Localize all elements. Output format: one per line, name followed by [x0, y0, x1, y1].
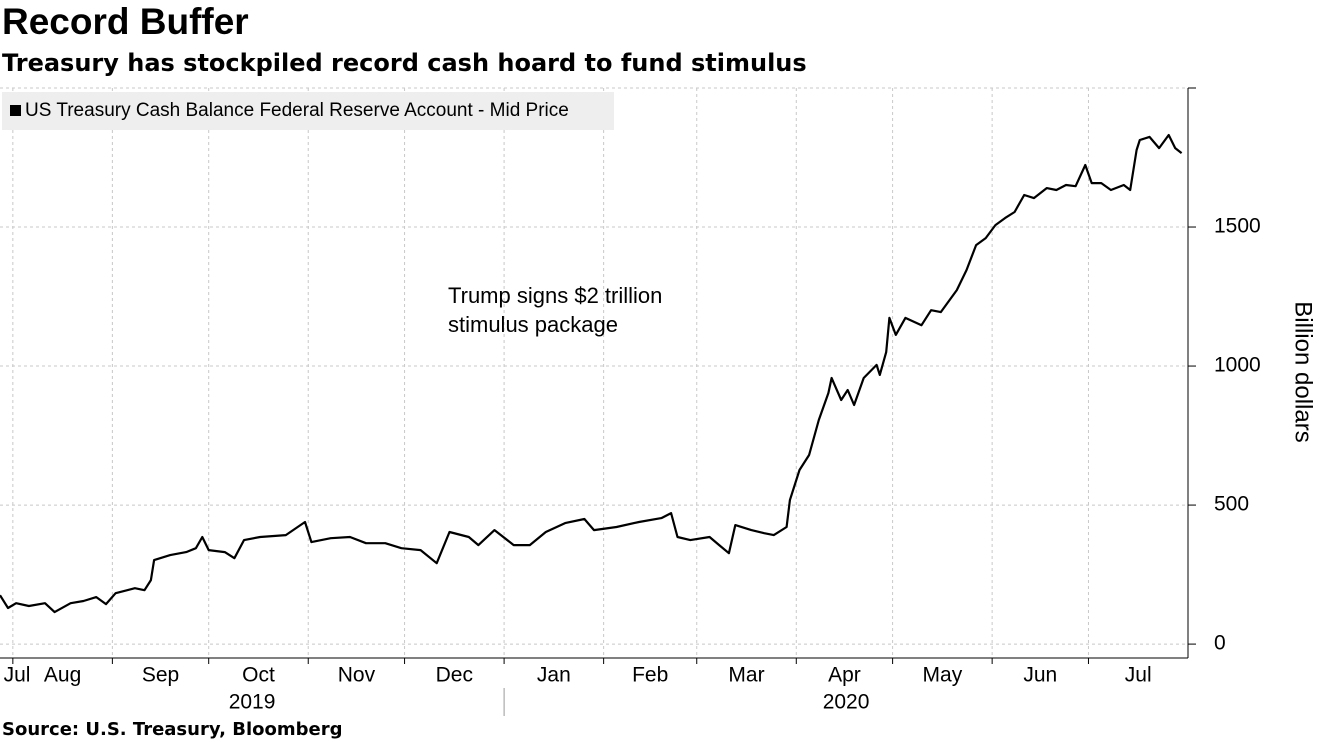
- y-tick-label: 500: [1214, 493, 1249, 516]
- series-line: [0, 133, 1183, 614]
- chart-title: Record Buffer: [2, 1, 249, 42]
- x-tick-label: Jul: [1125, 664, 1152, 687]
- annotation: Trump signs $2 trillion: [448, 283, 662, 308]
- x-tick-label: Sep: [142, 664, 179, 687]
- x-tick-label: Feb: [632, 664, 668, 687]
- x-tick-label: Apr: [828, 664, 861, 687]
- legend-swatch: [10, 105, 21, 116]
- x-tick-label: May: [923, 664, 963, 687]
- x-tick-label: Aug: [44, 664, 81, 687]
- x-tick-label: Jul: [4, 664, 31, 687]
- x-tick-label: Jun: [1023, 664, 1057, 687]
- y-tick-label: 1000: [1214, 354, 1261, 377]
- annotation: stimulus package: [448, 312, 618, 337]
- x-tick-label: Dec: [436, 664, 473, 687]
- chart-subtitle: Treasury has stockpiled record cash hoar…: [2, 49, 807, 77]
- source: Source: U.S. Treasury, Bloomberg: [2, 719, 343, 740]
- y-tick-label: 1500: [1214, 215, 1261, 238]
- x-tick-label: Jan: [537, 664, 571, 687]
- year-label: 2020: [823, 691, 870, 714]
- year-label: 2019: [229, 691, 276, 714]
- y-tick-label: 0: [1214, 632, 1226, 655]
- plot: 0 500 1000 1500 Jul Aug Sep Oct Nov Dec Jan Feb Mar A…: [0, 87, 1261, 716]
- x-tick-label: Mar: [728, 664, 764, 687]
- x-tick-label: Oct: [242, 664, 275, 687]
- x-tick-label: Nov: [338, 664, 376, 687]
- legend-background: [2, 92, 614, 130]
- y-axis-label: Billion dollars: [1290, 301, 1317, 442]
- legend-label: US Treasury Cash Balance Federal Reserve…: [25, 100, 569, 121]
